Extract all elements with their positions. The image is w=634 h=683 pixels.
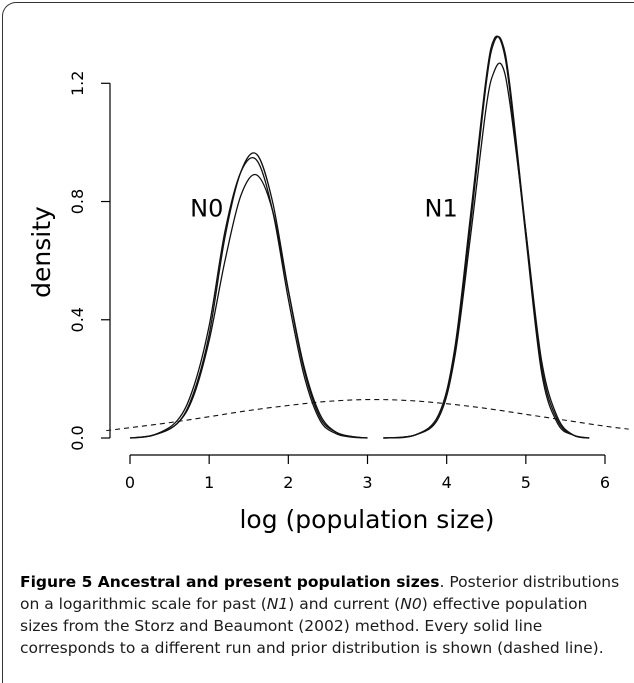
annotation-n1: N1 [425,194,458,222]
x-tick-label: 4 [442,473,452,492]
series-line-n0-1 [129,156,368,439]
annotation-layer: N0 N1 [190,194,458,222]
x-tick-label: 0 [125,473,135,492]
annotation-n0: N0 [190,194,223,222]
caption-italic-n1: N1 [266,595,289,613]
series-line-n1-3 [383,35,590,439]
caption-text-2: ) and current ( [288,595,401,613]
y-tick-label: 1.2 [68,71,87,96]
axes: 0 1 2 3 4 5 6 0.0 0.4 0.8 1.2 log (population size)… [27,71,610,534]
x-axis-title: log (population size) [239,505,494,534]
x-tick-label: 3 [362,473,372,492]
series-line-n1-4 [383,35,590,439]
y-tick-label: 0.0 [68,425,87,450]
series-line-n0-0 [129,152,368,439]
density-plot: 0 1 2 3 4 5 6 0.0 0.4 0.8 1.2 log (population size)… [27,35,629,534]
caption-italic-n0: N0 [400,595,422,613]
series-line-n0-2 [129,173,368,439]
x-tick-label: 5 [521,473,531,492]
caption-text-1: . Posterior distributions on a logarithm… [20,573,620,613]
series-layer [106,35,629,439]
x-tick-label: 1 [204,473,214,492]
series-line-prior-6 [106,398,629,432]
x-tick-label: 2 [283,473,293,492]
caption-lead: Figure 5 Ancestral and present populatio… [20,573,440,591]
x-tick-label: 6 [600,473,610,492]
y-axis-title: density [27,206,56,298]
y-tick-label: 0.4 [68,307,87,332]
caption-text-3: ) effective population sizes from the St… [20,595,604,657]
y-tick-label: 0.8 [68,189,87,214]
figure-caption: Figure 5 Ancestral and present populatio… [20,571,620,659]
series-line-n1-5 [383,62,590,439]
